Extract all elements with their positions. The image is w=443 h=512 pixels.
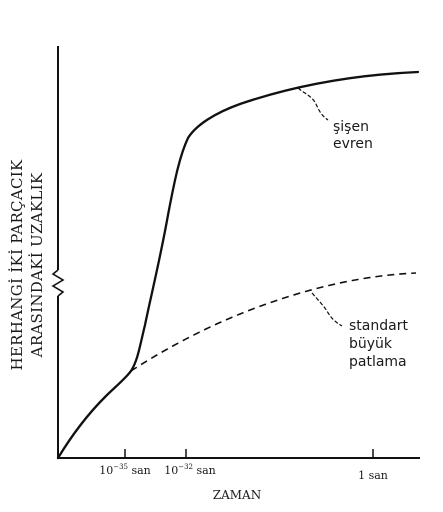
x-axis-title: ZAMAN	[213, 488, 261, 502]
y-axis-title-line-1: HERHANGİ İKİ PARÇACIK	[8, 159, 26, 370]
y-axis-break-icon	[51, 269, 65, 297]
series-line-standard-big-bang	[130, 272, 417, 372]
y-axis	[51, 46, 65, 459]
series-label-leader-inflationary	[297, 87, 329, 121]
series-label-inflationary: şişen evren	[333, 119, 373, 152]
x-tick-labels: 10−35 san 10−32 san 1 san	[99, 463, 388, 482]
series-label-leader-standard	[311, 292, 343, 327]
x-tick-label-3: 1 san	[358, 469, 388, 482]
x-axis	[57, 449, 420, 459]
x-tick-label-1: 10−35 san	[99, 463, 151, 477]
y-axis-title-line-2: ARASINDAKİ UZAKLIK	[28, 172, 46, 358]
series-line-inflationary	[56, 70, 420, 460]
x-tick-label-2: 10−32 san	[164, 463, 216, 477]
y-axis-title: HERHANGİ İKİ PARÇACIK ARASINDAKİ UZAKLIK	[8, 159, 46, 370]
series-label-standard: standart büyük patlama	[349, 318, 412, 370]
